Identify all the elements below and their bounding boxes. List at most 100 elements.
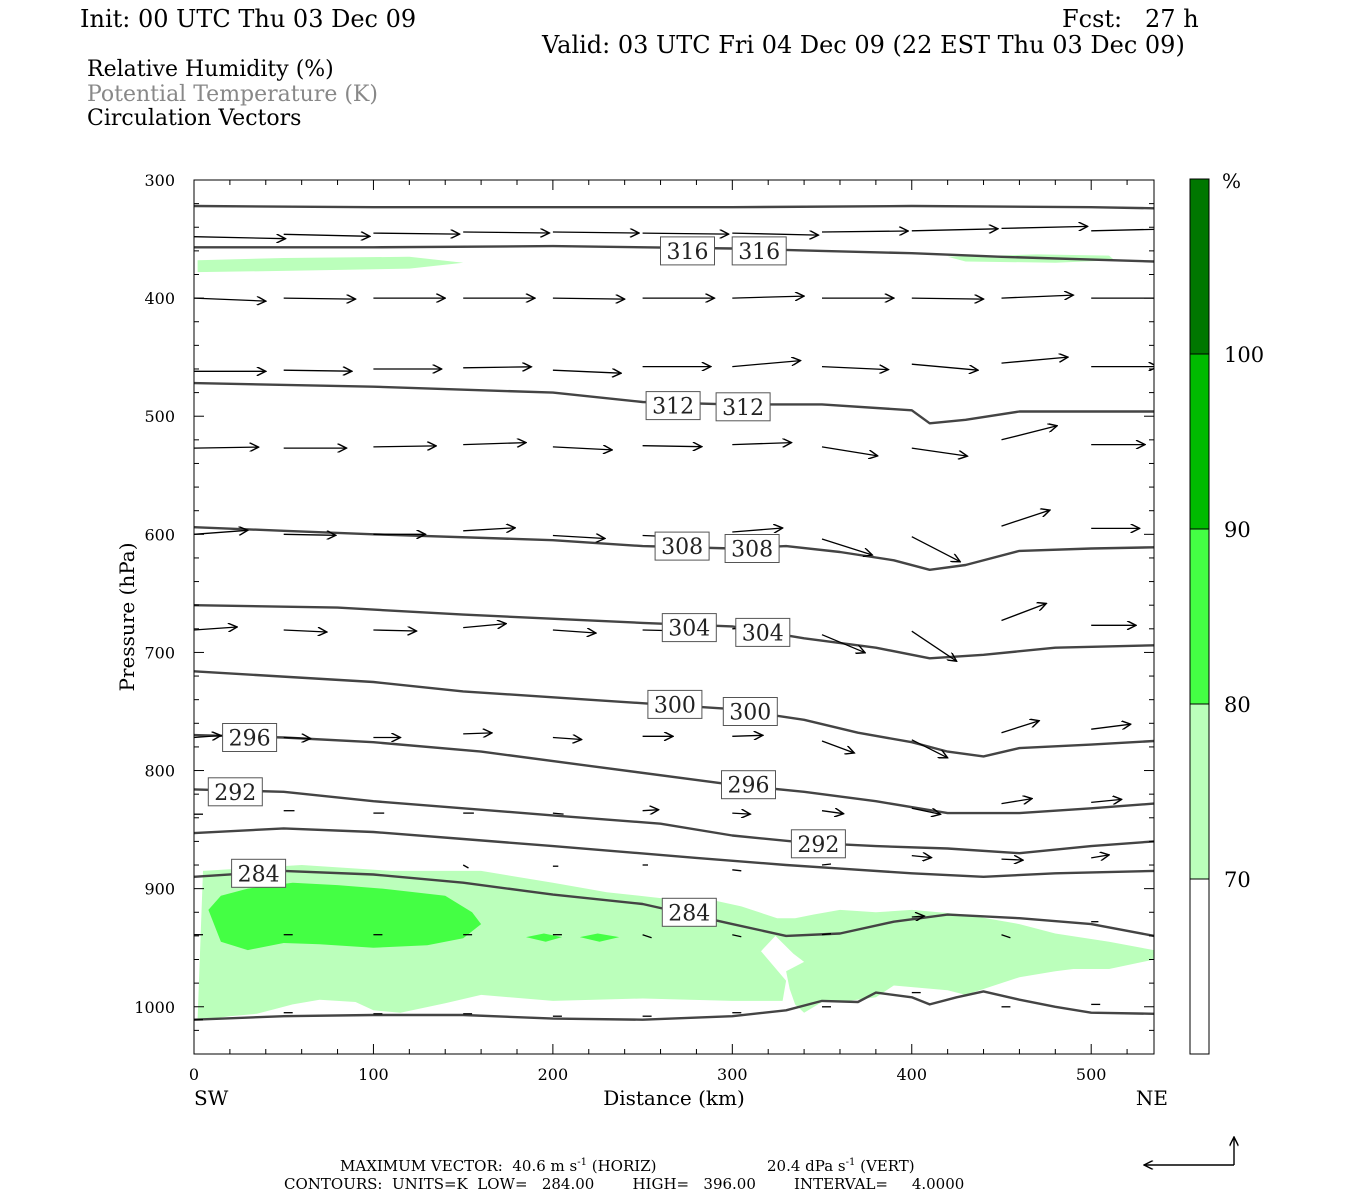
circulation-vector — [821, 446, 878, 456]
isentrope-320 — [194, 204, 1154, 210]
x-axis-start-label: SW — [194, 1086, 229, 1110]
colorbar-label-70: 70 — [1224, 868, 1251, 892]
x-tick-label: 0 — [189, 1065, 199, 1084]
circulation-vector — [463, 528, 515, 531]
contour-label-box — [645, 391, 701, 421]
circulation-vector — [552, 812, 564, 815]
contour-label-284: 284 — [661, 897, 717, 927]
circulation-vector — [732, 869, 742, 872]
circulation-vector — [552, 447, 612, 450]
max-vector-vert: 20.4 dPa s-1 (VERT) — [767, 1158, 915, 1174]
y-tick-label: 700 — [144, 643, 175, 662]
circulation-vector — [911, 229, 998, 231]
circulation-vector — [911, 916, 925, 917]
x-tick-label: 100 — [358, 1065, 389, 1084]
circulation-vector — [194, 530, 248, 534]
circulation-vector — [911, 630, 957, 661]
contour-label-box — [661, 897, 717, 927]
circulation-vector — [373, 446, 436, 447]
contour-label-box — [722, 697, 778, 726]
y-axis-title: Pressure (hPa) — [115, 543, 139, 692]
contour-label-304: 304 — [661, 613, 717, 643]
isentrope-312 — [194, 381, 1154, 425]
contour-label-text: 292 — [214, 781, 256, 806]
rh-region-80 — [526, 933, 562, 942]
init-time-label: Init: 00 UTC Thu 03 Dec 09 — [80, 5, 417, 33]
contours-info-line: CONTOURS: UNITS=K LOW= 284.00 HIGH= 396.… — [284, 1175, 965, 1193]
x-axis-end-label: NE — [1136, 1086, 1168, 1110]
circulation-vector — [732, 735, 763, 736]
x-tick-label: 300 — [717, 1065, 748, 1084]
circulation-vector — [373, 233, 459, 234]
contour-label-296: 296 — [721, 770, 776, 800]
circulation-vector — [373, 630, 416, 631]
forecast-hour-label: Fcst: 27 h — [1062, 5, 1199, 33]
circulation-vector — [283, 234, 370, 236]
contour-label-box — [647, 689, 703, 719]
contour-label-box — [735, 617, 791, 647]
y-tick-label: 800 — [144, 762, 175, 781]
circulation-vector — [462, 864, 469, 869]
circulation-vector — [463, 624, 506, 628]
colorbar-unit-label: % — [1222, 169, 1241, 193]
contour-label-box — [222, 723, 278, 752]
max-vector-line: MAXIMUM VECTOR: 40.6 m s-1 (HORIZ) — [340, 1158, 656, 1174]
y-tick-label: 400 — [144, 289, 175, 308]
relative-humidity-fill — [197, 254, 1154, 1019]
colorbar-segment — [1189, 528, 1210, 705]
contour-label-300: 300 — [647, 689, 703, 719]
max-vector-vert-exponent: -1 — [845, 1157, 856, 1168]
contour-label-text: 300 — [729, 701, 771, 726]
circulation-vector — [1091, 855, 1109, 858]
circulation-vector — [283, 370, 352, 371]
contour-label-box — [654, 531, 710, 561]
y-tick-label: 1000 — [134, 998, 175, 1017]
contour-label-box — [731, 236, 787, 266]
circulation-vector — [642, 934, 652, 939]
contour-label-316: 316 — [660, 236, 715, 266]
max-vector-vert-suffix: (VERT) — [855, 1157, 915, 1175]
legend-circulation-vectors: Circulation Vectors — [87, 106, 302, 131]
contour-label-304: 304 — [735, 617, 791, 647]
contour-labels: 316 316 312 312 308 308 304 304 300 300 296 292 296 2… — [207, 236, 846, 927]
circulation-vector — [194, 736, 221, 738]
contour-label-text: 312 — [652, 395, 694, 420]
contour-label-box — [207, 777, 263, 807]
y-tick-label: 500 — [144, 407, 175, 426]
circulation-vector — [821, 367, 888, 370]
circulation-vector — [1001, 226, 1088, 228]
contour-label-box — [724, 534, 780, 563]
isentrope-296 — [194, 733, 1154, 815]
contour-label-text: 296 — [229, 727, 271, 752]
contour-label-284: 284 — [231, 858, 287, 888]
circulation-vector — [1091, 228, 1154, 232]
circulation-vector — [911, 807, 941, 814]
contour-label-text: 292 — [797, 833, 839, 858]
circulation-vector — [732, 443, 791, 445]
circulation-vector — [911, 447, 968, 456]
legend-potential-temperature: Potential Temperature (K) — [87, 82, 378, 107]
contour-label-box — [715, 392, 771, 422]
circulation-vector — [642, 233, 729, 234]
colorbar-label-80: 80 — [1224, 693, 1251, 717]
circulation-vector — [732, 813, 750, 814]
circulation-vector — [283, 630, 327, 632]
x-axis-title: Distance (km) — [603, 1086, 745, 1110]
rh-region-70 — [197, 256, 464, 273]
circulation-vector — [1001, 357, 1068, 364]
circulation-vector — [1001, 934, 1011, 939]
circulation-vector — [821, 634, 865, 653]
rh-region-80 — [208, 882, 482, 951]
circulation-vector — [194, 447, 259, 448]
contour-label-text: 316 — [667, 240, 709, 265]
circulation-vector — [283, 534, 336, 535]
circulation-vector — [1001, 510, 1050, 527]
circulation-vector — [821, 811, 844, 814]
x-tick-label: 400 — [896, 1065, 927, 1084]
circulation-vector — [1001, 799, 1033, 804]
contour-label-312: 312 — [715, 392, 771, 422]
colorbar: 70 80 90 100 — [1189, 178, 1264, 1055]
contour-label-box — [721, 770, 776, 800]
contour-label-box — [660, 236, 715, 266]
